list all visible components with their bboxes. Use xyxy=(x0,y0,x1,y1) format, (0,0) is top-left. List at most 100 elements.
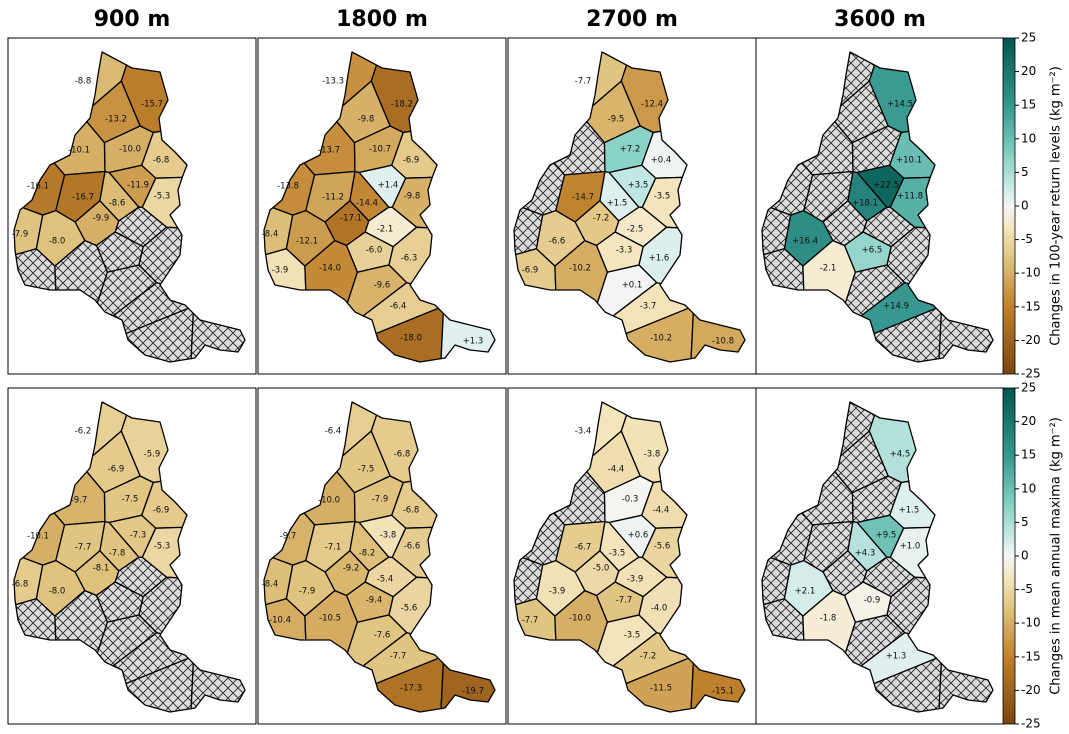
region-label: -10.0 xyxy=(119,145,141,155)
colorbar-tick-label: 0 xyxy=(1021,549,1029,563)
region-label: -16.7 xyxy=(72,193,94,203)
map-panel: -13.3 -18.2 -9.8 -10.7 -6.9 -13.7 +1.4 -9.8 -13.… xyxy=(257,37,507,375)
colorbar-tick-label: 0 xyxy=(1021,199,1029,213)
region-label: +1.4 xyxy=(378,181,399,191)
map-panel: -8.8 -15.7 -13.2 -10.0 -6.8 -10.1 -11.9 -5.3 -16… xyxy=(7,37,257,375)
colorbar xyxy=(1002,387,1016,725)
region-label: -6.4 xyxy=(390,302,407,312)
panel-frame xyxy=(257,37,507,375)
region-label: +11.8 xyxy=(897,192,923,202)
region xyxy=(440,662,496,710)
region-label: -15.7 xyxy=(141,100,163,110)
region-label: -9.7 xyxy=(280,532,297,542)
masked-region xyxy=(938,662,994,710)
region-label: +0.4 xyxy=(651,156,672,166)
region-label: -6.3 xyxy=(401,254,418,264)
colorbar-tick-label: -15 xyxy=(1021,649,1041,663)
region-label: -9.7 xyxy=(71,496,88,506)
colorbar-tick-label: -10 xyxy=(1021,266,1041,280)
region-label: -10.7 xyxy=(369,145,391,155)
region-label: -7.3 xyxy=(130,531,147,541)
colorbar xyxy=(1002,37,1016,375)
region-label: -11.9 xyxy=(127,181,149,191)
column-title: 1800 m xyxy=(336,7,428,32)
region-label: -7.5 xyxy=(358,465,375,475)
region-label: -10.5 xyxy=(319,614,341,624)
region-label: -3.9 xyxy=(627,575,644,585)
region-label: -6.6 xyxy=(549,237,566,247)
panel-frame xyxy=(7,387,257,725)
region-label: -6.8 xyxy=(12,580,29,590)
region-label: -4.4 xyxy=(608,465,625,475)
region-label: -18.2 xyxy=(391,100,413,110)
panel-frame xyxy=(257,387,507,725)
region-label: -6.2 xyxy=(75,427,92,437)
region-label: +1.5 xyxy=(899,506,920,516)
region-label: -6.9 xyxy=(403,156,420,166)
region xyxy=(440,312,496,360)
region xyxy=(265,248,307,291)
region-label: -5.6 xyxy=(401,604,418,614)
region-label: -8.2 xyxy=(359,549,376,559)
region-label: -6.6 xyxy=(404,542,421,552)
region-label: -7.7 xyxy=(390,652,407,662)
panel-frame xyxy=(7,37,257,375)
region-label: -14.0 xyxy=(319,264,341,274)
region-label: -9.5 xyxy=(608,115,625,125)
colorbar-tick-label: -10 xyxy=(1021,616,1041,630)
region-label: +1.3 xyxy=(886,652,907,662)
region-label: -7.9 xyxy=(372,495,389,505)
region-label: -9.9 xyxy=(93,214,110,224)
region-label: -7.7 xyxy=(522,616,539,626)
region-label: -7.9 xyxy=(299,587,316,597)
region-label: -13.2 xyxy=(105,115,127,125)
region-label: +1.6 xyxy=(649,254,670,264)
region-label: -5.3 xyxy=(154,542,171,552)
column-title: 2700 m xyxy=(586,7,678,32)
region-label: -6.9 xyxy=(108,465,125,475)
masked-region xyxy=(763,598,805,641)
colorbar-tick-label: 5 xyxy=(1021,165,1029,179)
region-label: -10.2 xyxy=(569,264,591,274)
map-panel: -3.4 -3.8 -4.4 -0.3 -4.4 +0.6 -5.6 -6.7 -3.5 -5.0… xyxy=(507,387,757,725)
region-label: -10.2 xyxy=(650,334,672,344)
region-label: -7.1 xyxy=(325,543,342,553)
region-label: +1.0 xyxy=(900,542,921,552)
region-label: +6.5 xyxy=(862,246,883,256)
region-label: -3.4 xyxy=(575,427,592,437)
region-label: -16.1 xyxy=(27,182,49,192)
region-label: -5.3 xyxy=(154,192,171,202)
region-label: -6.8 xyxy=(153,156,170,166)
region xyxy=(802,239,857,304)
region-label: -8.1 xyxy=(93,564,110,574)
colorbar-tick-label: 15 xyxy=(1021,448,1036,462)
region-label: -4.0 xyxy=(651,604,668,614)
colorbar-tick-label: 20 xyxy=(1021,64,1036,78)
region-label: -7.7 xyxy=(575,77,592,87)
region-label: -9.4 xyxy=(366,596,383,606)
region-label: -3.8 xyxy=(644,450,661,460)
region xyxy=(554,589,609,654)
region-label: -7.7 xyxy=(616,596,633,606)
region xyxy=(304,239,359,304)
colorbar-tick-label: 5 xyxy=(1021,515,1029,529)
region-label: -7.2 xyxy=(640,652,657,662)
region-label: -13.7 xyxy=(318,146,340,156)
region-label: -10.0 xyxy=(569,614,591,624)
region-label: -7.8 xyxy=(109,549,126,559)
masked-region xyxy=(54,239,109,304)
region-label: +9.5 xyxy=(876,531,897,541)
masked-region xyxy=(15,598,57,641)
column-title: 3600 m xyxy=(834,7,926,32)
region-label: -2.5 xyxy=(627,225,644,235)
map-panel: -7.7 -12.4 -9.5 +7.2 +0.4 +3.5 -3.5 -14.7 +1.5 -7… xyxy=(507,37,757,375)
region-label: -5.0 xyxy=(593,564,610,574)
region-label: -7.9 xyxy=(12,230,29,240)
region-label: -13.8 xyxy=(277,182,299,192)
region-label: -8.6 xyxy=(109,199,126,209)
region-label: -10.0 xyxy=(318,496,340,506)
region-label: -5.9 xyxy=(144,450,161,460)
masked-region xyxy=(190,662,246,710)
masked-region xyxy=(190,312,246,360)
